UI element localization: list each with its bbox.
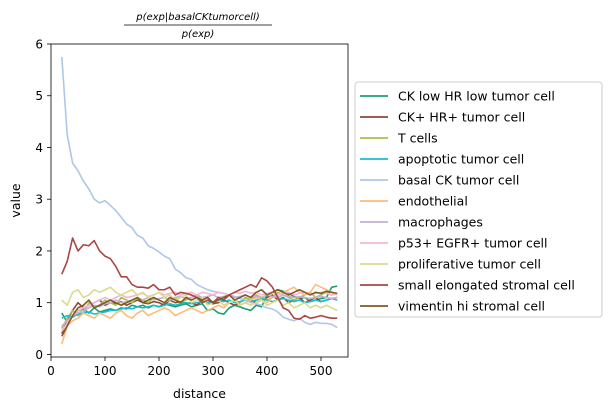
series-line-endothelial bbox=[61, 283, 338, 345]
series-line-vimentin-hi-stromal-cell bbox=[61, 288, 338, 337]
y-axis-label: value bbox=[8, 183, 23, 217]
x-tick-label: 300 bbox=[202, 364, 225, 378]
legend: CK low HR low tumor cell CK+ HR+ tumor ce… bbox=[354, 81, 603, 318]
series-line-macrophages bbox=[61, 294, 338, 327]
y-tick-label: 2 bbox=[35, 244, 43, 258]
legend-label: vimentin hi stromal cell bbox=[398, 299, 545, 314]
x-tick-label: 400 bbox=[256, 364, 279, 378]
legend-label: CK low HR low tumor cell bbox=[398, 89, 555, 104]
legend-label: endothelial bbox=[398, 194, 468, 209]
x-axis-label: distance bbox=[173, 386, 226, 401]
series-line-apoptotic-tumor-cell bbox=[61, 297, 338, 319]
legend-label: macrophages bbox=[398, 215, 483, 230]
legend-label: apoptotic tumor cell bbox=[398, 152, 524, 167]
y-tick-label: 1 bbox=[35, 296, 43, 310]
chart-title-denominator: p(exp) bbox=[181, 29, 215, 40]
legend-label: T cells bbox=[397, 131, 438, 146]
y-tick-label: 0 bbox=[35, 348, 43, 362]
legend-label: basal CK tumor cell bbox=[398, 173, 519, 188]
y-tick-label: 6 bbox=[35, 38, 43, 52]
chart-title-numerator: p(exp|basalCKtumorcell) bbox=[135, 12, 260, 23]
series-line-small-elongated-stromal-cell bbox=[61, 237, 338, 321]
x-tick-label: 200 bbox=[148, 364, 171, 378]
series-line-basal-ck-tumor-cell bbox=[61, 56, 338, 329]
x-tick-label: 100 bbox=[94, 364, 117, 378]
plot-frame bbox=[50, 43, 349, 358]
y-tick-label: 3 bbox=[35, 193, 43, 207]
legend-label: proliferative tumor cell bbox=[398, 257, 541, 272]
legend-label: p53+ EGFR+ tumor cell bbox=[398, 236, 547, 251]
x-tick-label: 0 bbox=[47, 364, 55, 378]
y-tick-label: 4 bbox=[35, 141, 43, 155]
ticks-layer: 0 100 200 300 400 500 0 1 2 3 4 5 6 bbox=[35, 38, 332, 379]
series-layer bbox=[61, 56, 338, 345]
legend-label: CK+ HR+ tumor cell bbox=[398, 110, 525, 125]
x-tick-label: 500 bbox=[310, 364, 333, 378]
legend-label: small elongated stromal cell bbox=[398, 278, 575, 293]
y-tick-label: 5 bbox=[35, 89, 43, 103]
legend-frame bbox=[354, 81, 603, 318]
series-line-ck-low-hr-low-tumor-cell bbox=[61, 285, 338, 324]
